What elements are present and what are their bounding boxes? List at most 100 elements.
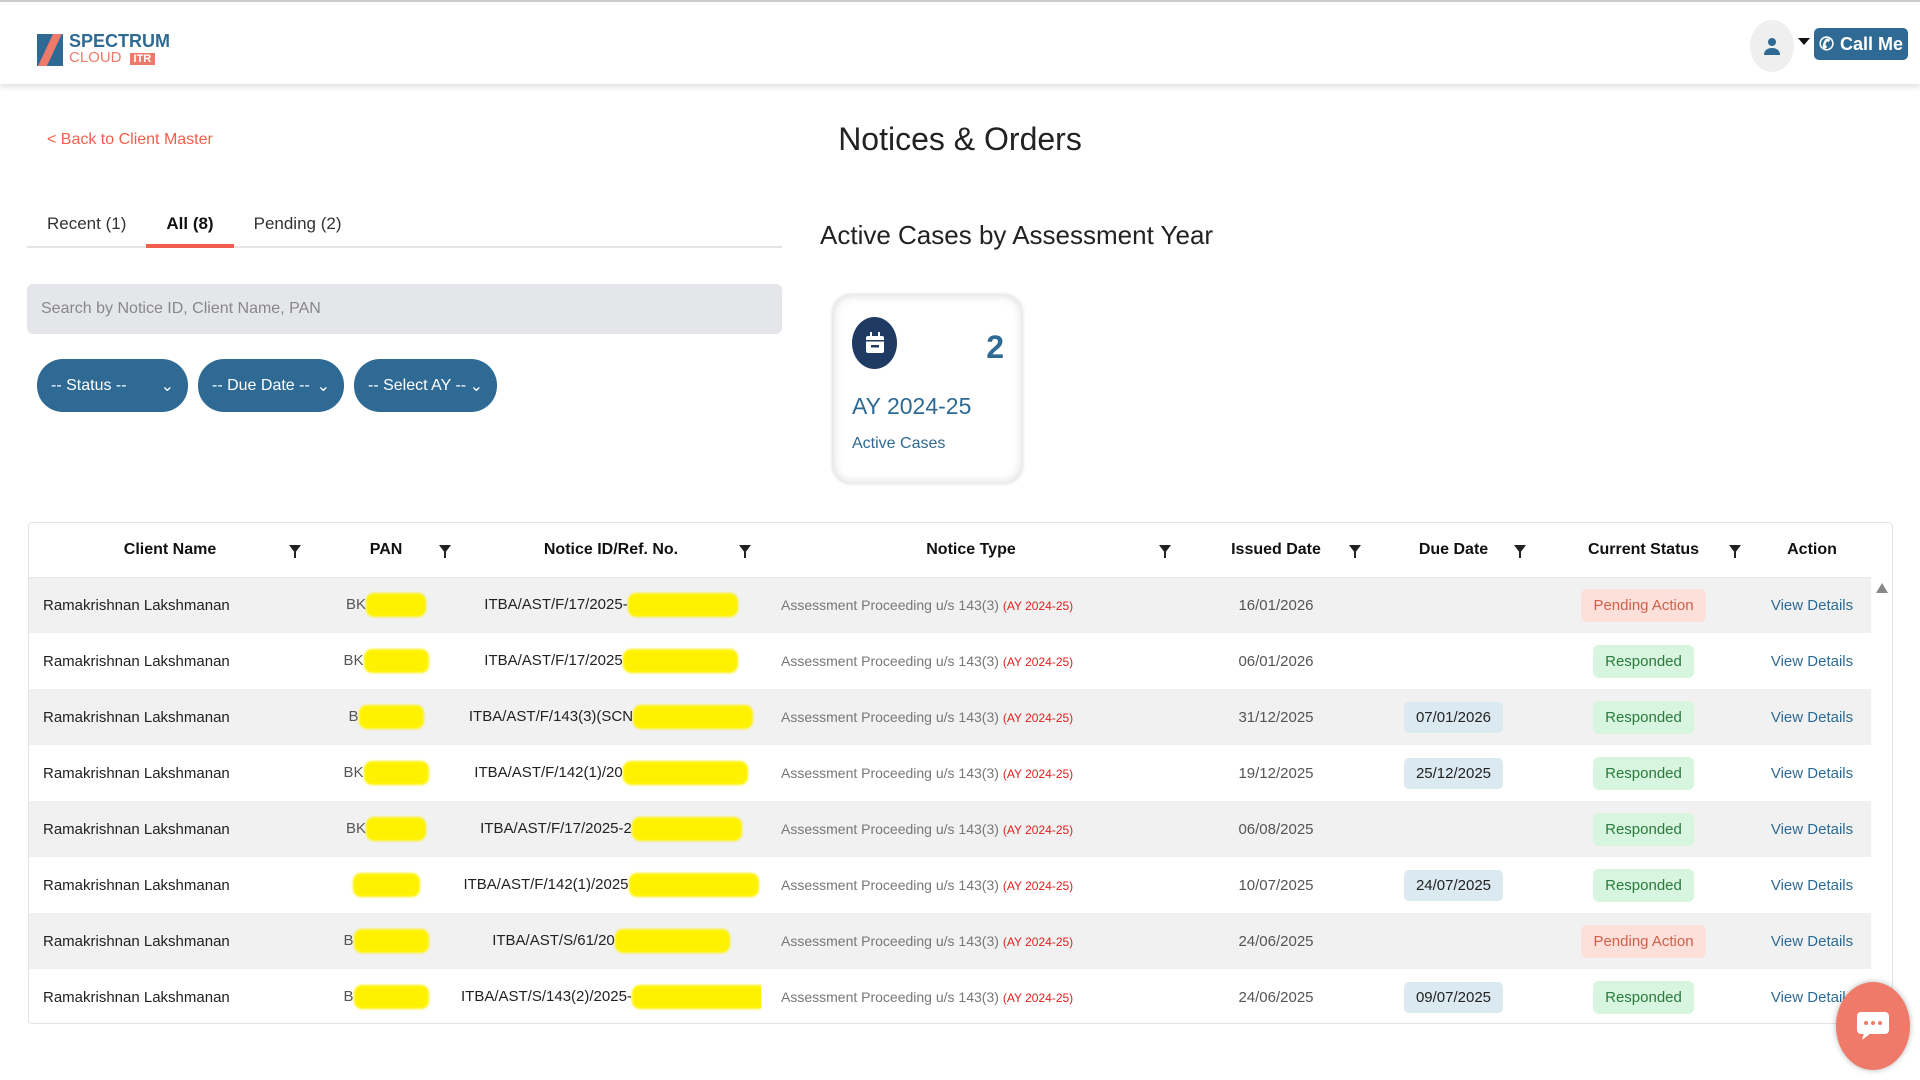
pan-cell: BK bbox=[311, 745, 461, 801]
ay-card[interactable]: 2 AY 2024-25 Active Cases bbox=[833, 295, 1022, 483]
action-cell: View Details bbox=[1751, 577, 1873, 633]
ay-filter-select[interactable]: -- Select AY -- ⌄ bbox=[354, 359, 497, 412]
notice-id-cell: ITBA/AST/F/143(3)(SCN bbox=[461, 689, 761, 745]
view-details-link[interactable]: View Details bbox=[1770, 932, 1854, 950]
issued-date: 06/01/2026 bbox=[1238, 652, 1314, 670]
notice-id-cell: ITBA/AST/S/61/20 bbox=[461, 913, 761, 969]
table-row[interactable]: Ramakrishnan Lakshmanan B ITBA/AST/S/61/20… bbox=[29, 913, 1873, 969]
action-cell: View Details bbox=[1751, 633, 1873, 689]
notice-type-cell: Assessment Proceeding u/s 143(3) (AY 2024… bbox=[761, 745, 1181, 801]
table-row[interactable]: Ramakrishnan Lakshmanan B ITBA/AST/S/143(2… bbox=[29, 969, 1873, 1023]
table-row[interactable]: Ramakrishnan Lakshmanan BK ITBA/AST/F/17/2… bbox=[29, 577, 1873, 633]
notice-ay: (AY 2024-25) bbox=[1002, 879, 1074, 893]
status-cell: Responded bbox=[1536, 857, 1751, 913]
logo[interactable]: SPECTRUM CLOUD ITR bbox=[37, 32, 170, 67]
status-cell: Pending Action bbox=[1536, 577, 1751, 633]
redaction-mark bbox=[353, 985, 429, 1009]
table-row[interactable]: Ramakrishnan Lakshmanan ITBA/AST/F/142(1)… bbox=[29, 857, 1873, 913]
issued-date: 19/12/2025 bbox=[1238, 764, 1314, 782]
tab-all[interactable]: All (8) bbox=[146, 208, 234, 248]
table-row[interactable]: Ramakrishnan Lakshmanan BK ITBA/AST/F/17/2… bbox=[29, 633, 1873, 689]
view-details-link[interactable]: View Details bbox=[1770, 876, 1854, 894]
back-to-client-master-link[interactable]: < Back to Client Master bbox=[47, 131, 213, 148]
search-input[interactable] bbox=[27, 284, 782, 334]
client-name-cell: Ramakrishnan Lakshmanan bbox=[29, 913, 311, 969]
column-header[interactable]: Current Status bbox=[1536, 523, 1751, 578]
notice-ay: (AY 2024-25) bbox=[1002, 711, 1074, 725]
ay-filter-label: -- Select AY -- bbox=[368, 376, 467, 394]
redaction-mark bbox=[353, 929, 429, 953]
column-header-label: Notice ID/Ref. No. bbox=[543, 540, 679, 558]
tab-recent[interactable]: Recent (1) bbox=[47, 214, 127, 233]
view-details-link[interactable]: View Details bbox=[1770, 708, 1854, 726]
chat-button[interactable] bbox=[1836, 982, 1910, 1070]
column-header[interactable]: Notice Type bbox=[761, 523, 1181, 578]
table-scrollbar[interactable] bbox=[1871, 577, 1892, 1023]
client-name-cell: Ramakrishnan Lakshmanan bbox=[29, 745, 311, 801]
view-details-link[interactable]: View Details bbox=[1770, 988, 1854, 1006]
status-badge: Responded bbox=[1593, 756, 1694, 790]
due-date-cell bbox=[1371, 577, 1536, 633]
filter-icon[interactable] bbox=[1729, 545, 1741, 558]
phone-icon: ✆ bbox=[1818, 33, 1835, 54]
filter-icon[interactable] bbox=[1514, 545, 1526, 558]
issued-date-cell: 24/06/2025 bbox=[1181, 969, 1371, 1023]
column-header[interactable]: Action bbox=[1751, 523, 1873, 578]
filter-icon[interactable] bbox=[1349, 545, 1361, 558]
column-header-label: Notice Type bbox=[926, 540, 1016, 558]
notice-id: ITBA/AST/F/143(3)(SCN bbox=[468, 707, 634, 725]
filter-icon[interactable] bbox=[1159, 545, 1171, 558]
action-cell: View Details bbox=[1751, 857, 1873, 913]
column-header[interactable]: PAN bbox=[311, 523, 461, 578]
due-date-badge: 25/12/2025 bbox=[1403, 757, 1504, 789]
status-cell: Responded bbox=[1536, 969, 1751, 1023]
notice-type-cell: Assessment Proceeding u/s 143(3) (AY 2024… bbox=[761, 913, 1181, 969]
issued-date-cell: 16/01/2026 bbox=[1181, 577, 1371, 633]
column-header[interactable]: Due Date bbox=[1371, 523, 1536, 578]
tab-pending[interactable]: Pending (2) bbox=[253, 214, 342, 233]
filter-icon[interactable] bbox=[439, 545, 451, 558]
notice-id: ITBA/AST/F/142(1)/20 bbox=[474, 763, 623, 781]
chat-icon bbox=[1857, 1012, 1889, 1040]
view-details-link[interactable]: View Details bbox=[1770, 820, 1854, 838]
client-name: Ramakrishnan Lakshmanan bbox=[43, 988, 230, 1006]
client-name-cell: Ramakrishnan Lakshmanan bbox=[29, 689, 311, 745]
user-menu-caret-icon[interactable] bbox=[1798, 38, 1810, 45]
view-details-link[interactable]: View Details bbox=[1770, 652, 1854, 670]
due-date-filter-select[interactable]: -- Due Date -- ⌄ bbox=[198, 359, 344, 412]
issued-date-cell: 31/12/2025 bbox=[1181, 689, 1371, 745]
column-header-label: Issued Date bbox=[1231, 540, 1321, 558]
redaction-mark bbox=[622, 649, 738, 673]
client-name: Ramakrishnan Lakshmanan bbox=[43, 764, 230, 782]
status-filter-select[interactable]: -- Status -- ⌄ bbox=[37, 359, 188, 412]
pan-value: B bbox=[343, 931, 354, 949]
view-details-link[interactable]: View Details bbox=[1770, 764, 1854, 782]
client-name: Ramakrishnan Lakshmanan bbox=[43, 708, 230, 726]
redaction-mark bbox=[631, 985, 761, 1009]
view-details-link[interactable]: View Details bbox=[1770, 596, 1854, 614]
table-row[interactable]: Ramakrishnan Lakshmanan BK ITBA/AST/F/142(… bbox=[29, 745, 1873, 801]
chevron-down-icon: ⌄ bbox=[469, 377, 483, 395]
pan-cell: BK bbox=[311, 801, 461, 857]
pan-value: B bbox=[348, 707, 359, 725]
column-header[interactable]: Issued Date bbox=[1181, 523, 1371, 578]
client-name-cell: Ramakrishnan Lakshmanan bbox=[29, 577, 311, 633]
client-name-cell: Ramakrishnan Lakshmanan bbox=[29, 969, 311, 1023]
redaction-mark bbox=[622, 761, 748, 785]
filter-icon[interactable] bbox=[739, 545, 751, 558]
call-me-button[interactable]: ✆ Call Me bbox=[1814, 28, 1908, 60]
column-header[interactable]: Client Name bbox=[29, 523, 311, 578]
notice-type: Assessment Proceeding u/s 143(3) bbox=[781, 597, 999, 614]
column-header[interactable]: Notice ID/Ref. No. bbox=[461, 523, 761, 578]
user-avatar-button[interactable] bbox=[1750, 20, 1794, 72]
issued-date: 24/06/2025 bbox=[1238, 932, 1314, 950]
column-header-label: Action bbox=[1787, 540, 1837, 558]
redaction-mark bbox=[614, 929, 730, 953]
notice-type: Assessment Proceeding u/s 143(3) bbox=[781, 821, 999, 837]
filter-icon[interactable] bbox=[289, 545, 301, 558]
status-cell: Pending Action bbox=[1536, 913, 1751, 969]
pan-value: BK bbox=[343, 763, 364, 781]
table-row[interactable]: Ramakrishnan Lakshmanan BK ITBA/AST/F/17/2… bbox=[29, 801, 1873, 857]
client-name-cell: Ramakrishnan Lakshmanan bbox=[29, 857, 311, 913]
table-row[interactable]: Ramakrishnan Lakshmanan B ITBA/AST/F/143(3… bbox=[29, 689, 1873, 745]
